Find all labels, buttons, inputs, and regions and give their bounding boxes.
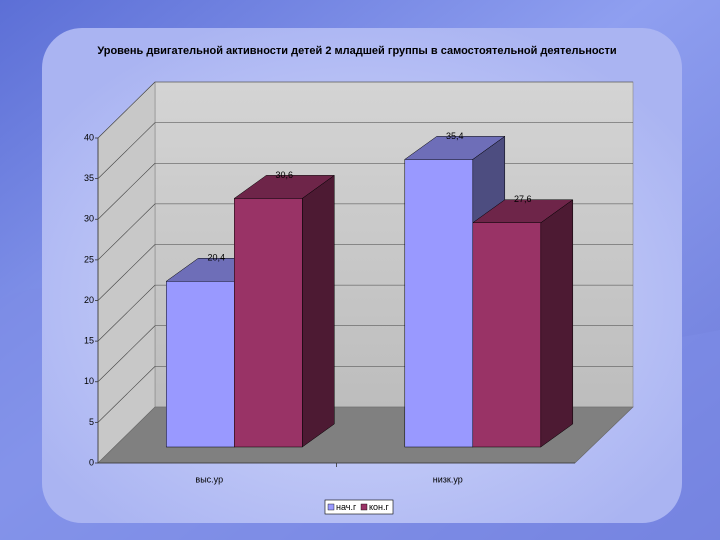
y-tick-label: 15 <box>84 336 94 346</box>
legend-label: нач.г <box>336 502 357 512</box>
grid-line <box>97 284 156 342</box>
legend: нач.г кон.г <box>324 499 394 515</box>
y-tick-label: 0 <box>89 457 94 467</box>
bar <box>166 281 235 448</box>
y-tick-label: 35 <box>84 173 94 183</box>
chart-title: Уровень двигательной активности детей 2 … <box>97 45 616 57</box>
y-tick-label: 10 <box>84 376 94 386</box>
bar <box>472 222 542 448</box>
y-tick-label: 20 <box>84 295 94 305</box>
bar <box>234 198 303 448</box>
grid-line <box>97 163 156 220</box>
grid-line <box>97 203 156 261</box>
y-tick-label: 25 <box>84 254 94 264</box>
value-label: 30,6 <box>276 170 294 180</box>
x-tick-label: выс.ур <box>195 474 223 484</box>
grid-line <box>97 366 156 423</box>
bar-side <box>302 174 335 448</box>
y-tick-label: 30 <box>84 214 94 224</box>
legend-box <box>324 499 394 515</box>
grid-line <box>97 122 156 179</box>
y-tick-label: 40 <box>84 132 94 142</box>
value-label: 20,4 <box>208 253 226 263</box>
bar <box>404 159 474 448</box>
x-tick-label: низк.ур <box>433 474 463 484</box>
grid-line <box>97 81 156 139</box>
value-label: 35,4 <box>446 131 464 141</box>
y-tick-label: 5 <box>89 417 94 427</box>
legend-label: кон.г <box>369 502 390 512</box>
grid-line <box>97 325 156 382</box>
legend-swatch <box>327 503 335 511</box>
grid-line <box>97 244 156 301</box>
value-label: 27,6 <box>514 194 532 204</box>
legend-swatch <box>360 503 368 511</box>
bar-side <box>540 199 574 448</box>
